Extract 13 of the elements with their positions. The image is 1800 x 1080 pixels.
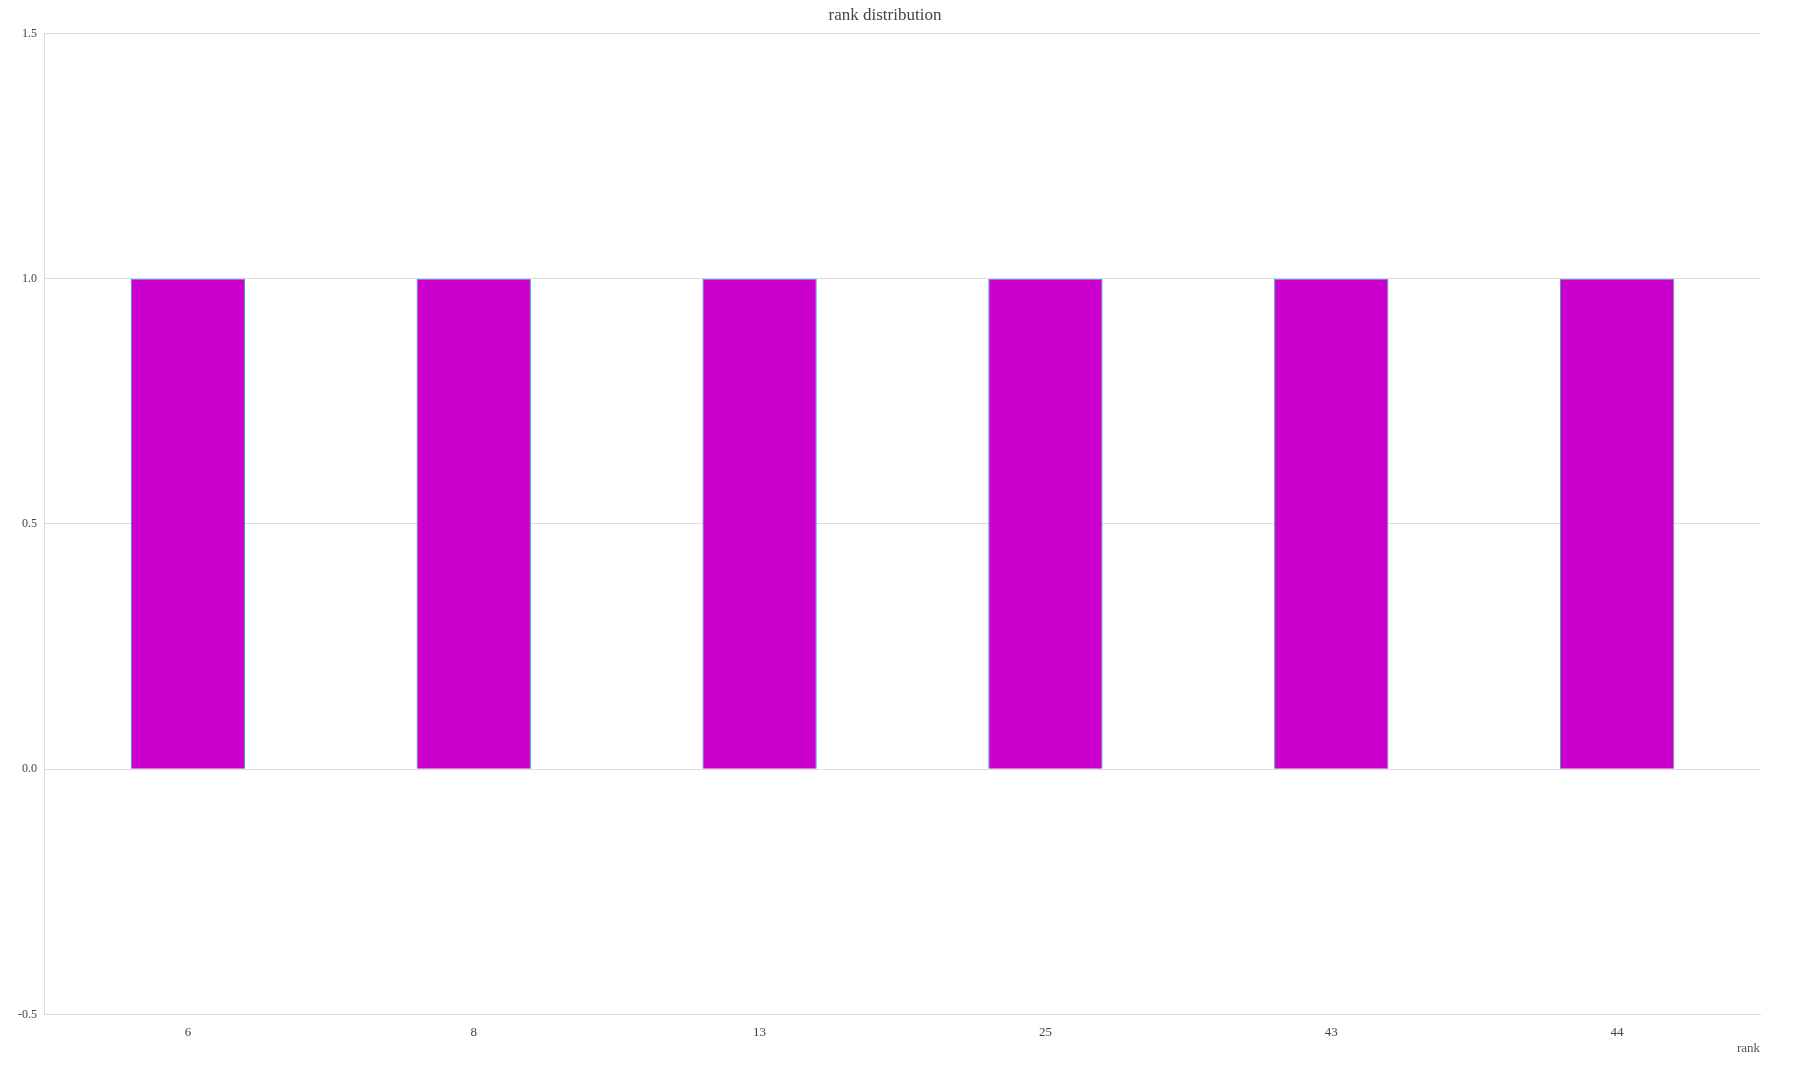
y-tick-label: 0.0 — [22, 761, 37, 776]
x-axis-title: rank — [1736, 1040, 1761, 1056]
chart-title: rank distribution — [828, 4, 942, 24]
x-tick-label: 13 — [753, 1023, 767, 1039]
x-tick-label: 6 — [184, 1023, 192, 1039]
y-tick-label: 1.0 — [22, 270, 37, 285]
x-tick-label: 44 — [1610, 1023, 1625, 1039]
y-tick-label: -0.5 — [18, 1006, 37, 1021]
y-tick-label: 1.5 — [22, 25, 37, 40]
x-tick-label: 43 — [1324, 1023, 1338, 1039]
x-tick-label: 8 — [470, 1023, 477, 1039]
y-tick-label: 0.5 — [22, 516, 37, 531]
x-tick-label: 25 — [1038, 1023, 1052, 1039]
